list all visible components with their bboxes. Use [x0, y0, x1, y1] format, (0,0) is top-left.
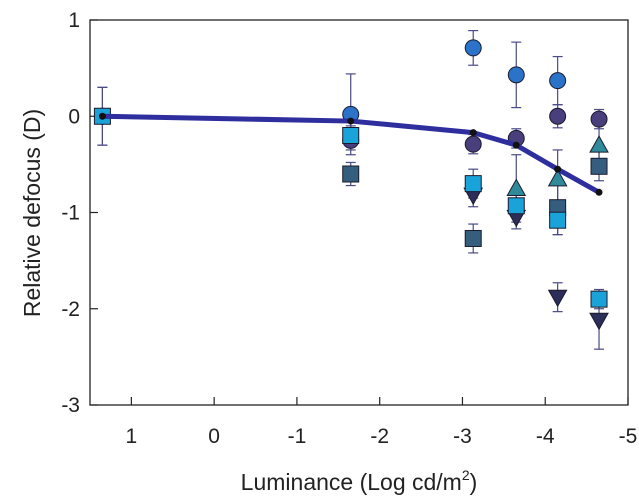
square-marker: [342, 165, 360, 183]
square-marker: [549, 211, 567, 229]
y-tick-label: -3: [61, 394, 80, 417]
y-tick-label: -2: [61, 298, 80, 321]
y-tick-label: -1: [61, 202, 80, 225]
x-tick-label: -4: [536, 425, 555, 448]
x-axis: 1 0 -1 -2 -3 -4 -5: [126, 397, 638, 448]
square-marker: [590, 157, 608, 175]
x-axis-title: Luminance (Log cd/m2): [241, 467, 478, 495]
x-tick-label: -3: [453, 425, 472, 448]
x-tick-label: -2: [370, 425, 389, 448]
x-tick-label: -1: [288, 425, 307, 448]
x-tick-label: -5: [619, 425, 638, 448]
circle-marker: [507, 66, 525, 84]
y-tick-label: 1: [68, 9, 80, 32]
square-marker: [464, 229, 482, 247]
mean-line: [102, 113, 601, 195]
y-axis: 1 0 -1 -2 -3: [61, 9, 98, 417]
x-tick-label: 1: [126, 425, 138, 448]
y-tick-label: 0: [68, 105, 80, 128]
mean-point: [554, 165, 562, 173]
mean-point: [512, 141, 520, 149]
x-axis-title-main: Luminance (Log cd/m: [241, 469, 462, 495]
mean-point: [347, 117, 355, 125]
x-axis-title-close: ): [470, 469, 478, 495]
mean-point: [98, 112, 106, 120]
x-axis-title-sup: 2: [462, 467, 470, 483]
mean-point: [469, 129, 477, 137]
triangle-down-marker: [589, 312, 609, 331]
triangle-down-marker: [547, 289, 568, 308]
circle-marker: [549, 72, 567, 90]
x-tick-label: 0: [208, 425, 220, 448]
triangle-up-marker: [589, 135, 609, 153]
y-axis-title: Relative defocus (D): [19, 109, 45, 317]
data-markers: [93, 39, 609, 331]
square-marker: [342, 127, 360, 144]
circle-marker: [464, 39, 482, 57]
square-marker: [464, 175, 482, 193]
triangle-up-marker: [547, 168, 568, 187]
square-marker: [507, 197, 525, 215]
circle-marker: [464, 135, 482, 153]
circle-marker: [590, 110, 608, 128]
mean-line-group: [98, 112, 603, 196]
plot-frame: [89, 19, 629, 406]
mean-point: [595, 188, 603, 196]
circle-marker: [549, 107, 567, 125]
square-marker: [590, 290, 608, 308]
triangle-up-marker: [506, 178, 527, 196]
error-bars: [97, 29, 605, 350]
